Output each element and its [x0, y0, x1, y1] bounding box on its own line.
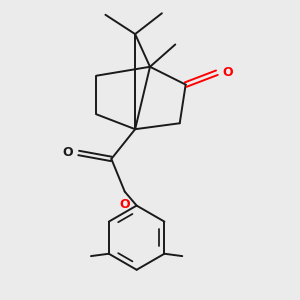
- Text: O: O: [119, 198, 130, 211]
- Text: O: O: [63, 146, 73, 159]
- Text: O: O: [222, 66, 233, 79]
